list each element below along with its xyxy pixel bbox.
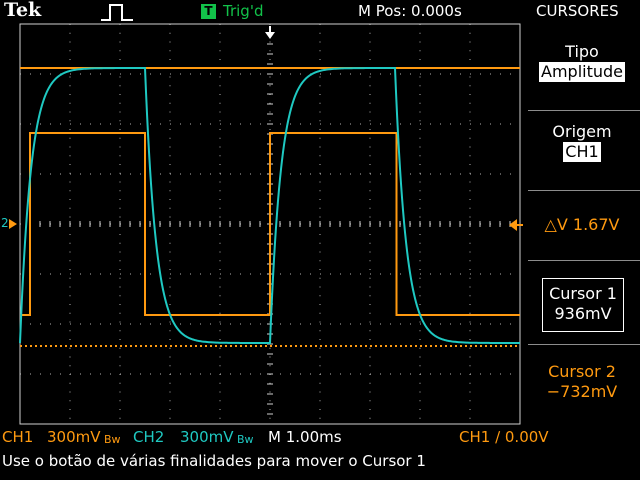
menu-title: CURSORES (536, 2, 619, 20)
menu-type-label: Tipo (565, 42, 599, 61)
ch2-scale: 300mV (180, 428, 234, 446)
cursor-2-label: Cursor 2 (548, 362, 616, 381)
brand-logo: Tek (4, 0, 42, 21)
cursor-2-value: −732mV (546, 382, 618, 401)
cursor-1-label: Cursor 1 (549, 284, 617, 303)
channel-status-bar: CH1 300mV Bw CH2 300mV Bw M 1.00ms CH1 ∕… (0, 426, 640, 450)
trigger-status: Trig'd (223, 2, 264, 20)
menu-source[interactable]: Origem CH1 (524, 122, 640, 162)
timebase: M 1.00ms (268, 428, 342, 446)
menu-divider (528, 344, 640, 345)
menu-divider (528, 260, 640, 261)
cursor-2-button[interactable]: Cursor 2 −732mV (524, 362, 640, 402)
ch1-waveform (20, 132, 520, 316)
menu-type-value: Amplitude (539, 62, 625, 82)
ch2-bandwidth-limit: Bw (237, 433, 254, 446)
ch1-bandwidth-limit: Bw (104, 433, 121, 446)
ch2-ground-marker-arrow (9, 219, 17, 229)
cursor-1-button[interactable]: Cursor 1 936mV (542, 278, 624, 332)
triangle-left-icon (509, 219, 523, 231)
ch1-label: CH1 (2, 428, 34, 446)
trigger-info: CH1 ∕ 0.00V (459, 428, 549, 446)
ch2-waveform (19, 67, 520, 344)
menu-type[interactable]: Tipo Amplitude (524, 42, 640, 82)
trigger-icon: T (201, 4, 216, 19)
ch1-scale: 300mV (47, 428, 101, 446)
menu-source-label: Origem (552, 122, 612, 141)
menu-divider (528, 190, 640, 191)
cursor-1-value: 936mV (554, 304, 612, 323)
waveform-display (19, 23, 521, 425)
ch2-label: CH2 (133, 428, 165, 446)
top-status-bar: Tek T Trig'd M Pos: 0.000s CURSORES (0, 0, 640, 24)
cursor-menu: Tipo Amplitude Origem CH1 △V 1.67V Curso… (524, 24, 640, 426)
ch2-ground-marker-label: 2 (1, 216, 9, 230)
menu-divider (528, 110, 640, 111)
menu-source-value: CH1 (563, 142, 601, 162)
help-hint: Use o botão de várias finalidades para m… (2, 452, 426, 470)
horizontal-position: M Pos: 0.000s (358, 2, 462, 20)
arrow-down-icon (265, 26, 275, 39)
rising-pulse-icon (101, 4, 133, 21)
delta-v-readout: △V 1.67V (544, 215, 620, 234)
